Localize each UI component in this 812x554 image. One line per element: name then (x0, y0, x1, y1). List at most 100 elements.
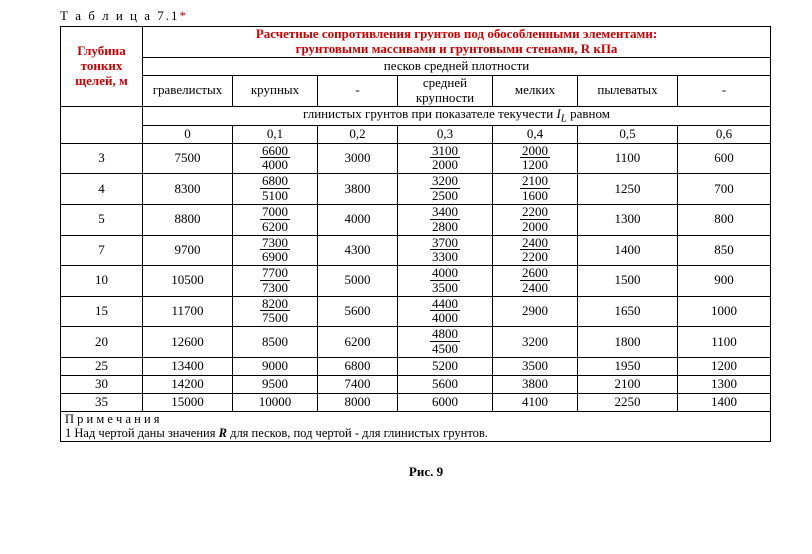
table-row: 35150001000080006000410022501400 (61, 393, 771, 411)
value-cell: 14200 (143, 375, 233, 393)
value-cell: 12600 (143, 327, 233, 358)
table-row: 3750066004000300031002000200012001100600 (61, 143, 771, 174)
value-cell: 3500 (493, 357, 578, 375)
value-cell: 1650 (578, 296, 678, 327)
depth-cell: 15 (61, 296, 143, 327)
value-cell: 24002200 (493, 235, 578, 266)
value-cell: 1100 (678, 327, 771, 358)
clay-header-empty (61, 106, 143, 143)
value-cell: 15000 (143, 393, 233, 411)
depth-cell: 25 (61, 357, 143, 375)
value-cell: 13400 (143, 357, 233, 375)
col-coarse: крупных (233, 75, 318, 106)
value-cell: 40003500 (398, 266, 493, 297)
table-row: 7970073006900430037003300240022001400850 (61, 235, 771, 266)
left-header: Глубина тонких щелей, м (61, 27, 143, 107)
idx-5: 0,5 (578, 125, 678, 143)
value-cell: 21001600 (493, 174, 578, 205)
depth-cell: 5 (61, 204, 143, 235)
col-medium-a: средней (423, 75, 467, 90)
index-row: 0 0,1 0,2 0,3 0,4 0,5 0,6 (61, 125, 771, 143)
idx-3: 0,3 (398, 125, 493, 143)
value-cell: 9000 (233, 357, 318, 375)
value-cell: 5600 (398, 375, 493, 393)
col-7: - (678, 75, 771, 106)
value-cell: 1400 (678, 393, 771, 411)
note-title: П р и м е ч а н и я (65, 412, 160, 426)
clay-header: глинистых грунтов при показателе текучес… (143, 106, 771, 125)
value-cell: 900 (678, 266, 771, 297)
value-cell: 66004000 (233, 143, 318, 174)
value-cell: 10000 (233, 393, 318, 411)
value-cell: 37003300 (398, 235, 493, 266)
value-cell: 77007300 (233, 266, 318, 297)
value-cell: 20001200 (493, 143, 578, 174)
value-cell: 73006900 (233, 235, 318, 266)
sub-header: песков средней плотности (143, 57, 771, 75)
value-cell: 4100 (493, 393, 578, 411)
title-line2: грунтовыми массивами и грунтовыми стенам… (296, 41, 618, 56)
value-cell: 44004000 (398, 296, 493, 327)
note-row: П р и м е ч а н и я 1 Над чертой даны зн… (61, 411, 771, 441)
idx-2: 0,2 (318, 125, 398, 143)
value-cell: 4000 (318, 204, 398, 235)
value-cell: 3000 (318, 143, 398, 174)
value-cell: 68005100 (233, 174, 318, 205)
value-cell: 2100 (578, 375, 678, 393)
col-medium-b: крупности (416, 90, 474, 105)
value-cell: 8500 (233, 327, 318, 358)
value-cell: 2250 (578, 393, 678, 411)
title-row: Глубина тонких щелей, м Расчетные сопрот… (61, 27, 771, 58)
value-cell: 1300 (578, 204, 678, 235)
table-caption: Т а б л и ц а 7.1* (60, 8, 792, 24)
value-cell: 3800 (493, 375, 578, 393)
value-cell: 1950 (578, 357, 678, 375)
clay-header-row: глинистых грунтов при показателе текучес… (61, 106, 771, 125)
table-row: 20126008500620048004500320018001100 (61, 327, 771, 358)
depth-cell: 35 (61, 393, 143, 411)
value-cell: 1250 (578, 174, 678, 205)
table-body: 3750066004000300031002000200012001100600… (61, 143, 771, 411)
idx-1: 0,1 (233, 125, 318, 143)
value-cell: 10500 (143, 266, 233, 297)
caption-text: Т а б л и ц а 7.1 (60, 8, 180, 23)
depth-cell: 7 (61, 235, 143, 266)
table-row: 2513400900068005200350019501200 (61, 357, 771, 375)
value-cell: 34002800 (398, 204, 493, 235)
value-cell: 1400 (578, 235, 678, 266)
table-row: 151170082007500560044004000290016501000 (61, 296, 771, 327)
value-cell: 6800 (318, 357, 398, 375)
value-cell: 5200 (398, 357, 493, 375)
value-cell: 1300 (678, 375, 771, 393)
clay-header-a: глинистых грунтов при показателе текучес… (303, 106, 556, 121)
value-cell: 32002500 (398, 174, 493, 205)
depth-cell: 10 (61, 266, 143, 297)
note-cell: П р и м е ч а н и я 1 Над чертой даны зн… (61, 411, 771, 441)
value-cell: 9700 (143, 235, 233, 266)
col-gravel: гравелистых (143, 75, 233, 106)
value-cell: 850 (678, 235, 771, 266)
value-cell: 800 (678, 204, 771, 235)
value-cell: 1800 (578, 327, 678, 358)
idx-6: 0,6 (678, 125, 771, 143)
value-cell: 1000 (678, 296, 771, 327)
data-table: Глубина тонких щелей, м Расчетные сопрот… (60, 26, 771, 442)
caption-star: * (180, 8, 189, 23)
value-cell: 31002000 (398, 143, 493, 174)
clay-header-b: равном (567, 106, 610, 121)
value-cell: 1100 (578, 143, 678, 174)
note-text-a: 1 Над чертой даны значения (65, 426, 219, 440)
figure-caption: Рис. 9 (60, 464, 792, 480)
value-cell: 5000 (318, 266, 398, 297)
value-cell: 6200 (318, 327, 398, 358)
idx-0: 0 (143, 125, 233, 143)
page: Т а б л и ц а 7.1* Глубина тонких щелей,… (0, 0, 812, 554)
value-cell: 2900 (493, 296, 578, 327)
depth-cell: 20 (61, 327, 143, 358)
value-cell: 70006200 (233, 204, 318, 235)
value-cell: 1200 (678, 357, 771, 375)
column-header-row: гравелистых крупных - средней крупности … (61, 75, 771, 106)
value-cell: 8800 (143, 204, 233, 235)
title-line1: Расчетные сопротивления грунтов под обос… (256, 26, 657, 41)
table-row: 5880070006200400034002800220020001300800 (61, 204, 771, 235)
